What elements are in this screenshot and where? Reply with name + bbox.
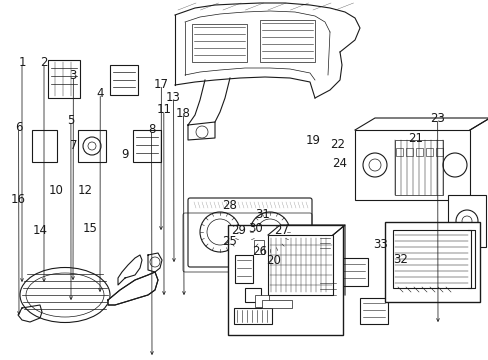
Bar [415, 148, 422, 156]
Bar [32, 130, 57, 162]
Bar [235, 255, 252, 283]
FancyBboxPatch shape [187, 198, 311, 267]
Bar [392, 230, 470, 288]
Text: 15: 15 [83, 222, 98, 235]
Bar [133, 130, 161, 162]
Text: 7: 7 [69, 139, 77, 152]
Text: 22: 22 [329, 138, 344, 150]
Text: 16: 16 [11, 193, 26, 206]
Text: 9: 9 [121, 148, 128, 161]
Bar [405, 148, 412, 156]
Bar [394, 140, 442, 195]
Polygon shape [108, 272, 158, 305]
Bar [317, 235, 331, 253]
Ellipse shape [20, 267, 110, 323]
Text: 14: 14 [33, 224, 47, 237]
Text: 18: 18 [176, 107, 190, 120]
Text: 28: 28 [222, 199, 237, 212]
Text: 5: 5 [67, 114, 75, 127]
Bar [254, 295, 268, 307]
Text: 31: 31 [255, 208, 270, 221]
Text: 33: 33 [372, 238, 387, 251]
Bar [48, 60, 80, 98]
Bar [267, 235, 332, 295]
Bar [395, 148, 402, 156]
Text: 19: 19 [305, 134, 320, 147]
Text: 27: 27 [273, 224, 288, 237]
Text: 4: 4 [96, 87, 104, 100]
Text: 13: 13 [166, 91, 181, 104]
Bar [425, 148, 432, 156]
Bar [78, 130, 106, 162]
Text: 6: 6 [15, 121, 22, 134]
Text: 25: 25 [222, 235, 237, 248]
Text: 3: 3 [69, 69, 77, 82]
Text: 21: 21 [407, 132, 422, 145]
Bar [447, 195, 485, 247]
Bar [339, 258, 367, 286]
Text: 10: 10 [49, 184, 63, 197]
Bar [253, 240, 264, 254]
Text: 29: 29 [231, 224, 245, 237]
Text: 12: 12 [78, 184, 93, 197]
Text: 20: 20 [266, 255, 281, 267]
Text: 24: 24 [332, 157, 346, 170]
Bar [260, 20, 314, 62]
Bar [354, 130, 469, 200]
Bar [384, 222, 479, 302]
Bar [359, 298, 387, 324]
Text: 1: 1 [18, 57, 26, 69]
Bar [317, 278, 337, 300]
Bar [262, 300, 291, 308]
Text: 30: 30 [248, 222, 263, 235]
Bar [244, 288, 261, 302]
Text: 32: 32 [393, 253, 407, 266]
Bar [192, 24, 246, 62]
Bar [234, 308, 271, 324]
Text: 17: 17 [154, 78, 168, 91]
Bar [227, 225, 342, 335]
Text: 11: 11 [156, 103, 171, 116]
Text: 8: 8 [147, 123, 155, 136]
Text: 2: 2 [40, 57, 48, 69]
Text: 23: 23 [429, 112, 444, 125]
Bar [435, 148, 442, 156]
Bar [110, 65, 138, 95]
Text: 26: 26 [251, 246, 266, 258]
